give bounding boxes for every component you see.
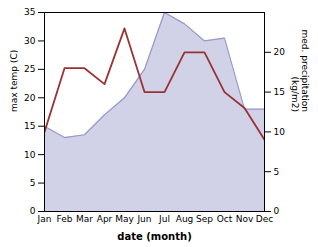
- svg-text:5: 5: [274, 167, 280, 177]
- svg-text:15: 15: [24, 121, 35, 131]
- svg-text:0: 0: [274, 206, 280, 216]
- svg-text:Sep: Sep: [196, 214, 213, 224]
- svg-text:30: 30: [24, 36, 36, 46]
- svg-text:max temp (C): max temp (C): [9, 50, 19, 112]
- svg-text:35: 35: [24, 7, 35, 17]
- svg-text:10: 10: [24, 150, 36, 160]
- svg-text:Jun: Jun: [136, 214, 151, 224]
- svg-text:May: May: [115, 214, 134, 224]
- svg-text:Jul: Jul: [158, 214, 170, 224]
- svg-text:0: 0: [30, 206, 36, 216]
- svg-text:Dec: Dec: [256, 214, 273, 224]
- svg-text:Nov: Nov: [236, 214, 254, 224]
- svg-text:Feb: Feb: [57, 214, 73, 224]
- svg-text:Oct: Oct: [217, 214, 233, 224]
- svg-text:20: 20: [274, 47, 286, 57]
- svg-text:15: 15: [274, 87, 285, 97]
- svg-text:Mar: Mar: [76, 214, 93, 224]
- svg-text:med. precipitation(kg/m2): med. precipitation(kg/m2): [290, 30, 310, 112]
- svg-text:20: 20: [24, 93, 36, 103]
- svg-text:date (month): date (month): [117, 231, 191, 242]
- svg-text:5: 5: [30, 178, 36, 188]
- svg-text:Aug: Aug: [176, 214, 194, 224]
- svg-text:10: 10: [274, 127, 286, 137]
- svg-text:Apr: Apr: [97, 214, 113, 224]
- svg-text:Jan: Jan: [37, 214, 52, 224]
- svg-text:25: 25: [24, 64, 35, 74]
